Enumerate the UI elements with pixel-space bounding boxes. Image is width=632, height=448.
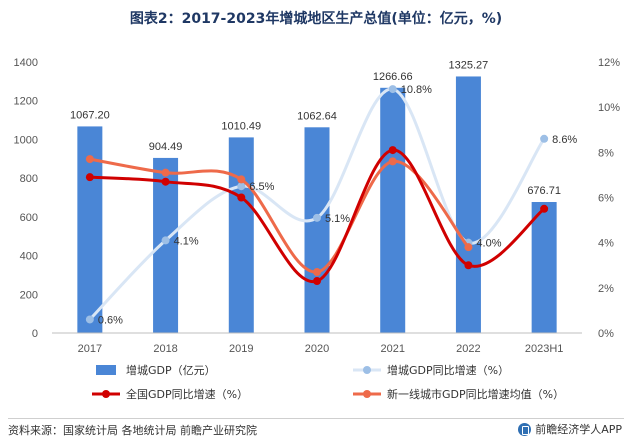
right-tick-label: 2%: [598, 283, 614, 295]
national-growth-point: [85, 173, 94, 182]
tier1-growth-point: [388, 157, 397, 166]
county-growth-point: [540, 134, 549, 143]
source-note: 资料来源：国家统计局 各地统计局 前瞻产业研究院: [8, 424, 257, 437]
footer-divider: [8, 418, 624, 419]
legend-swatch-marker: [363, 390, 371, 398]
legend-label: 增城GDP（亿元）: [126, 363, 216, 377]
national-growth-point: [540, 204, 549, 213]
growth-value-label: 4.0%: [476, 238, 501, 250]
right-tick-label: 0%: [598, 328, 614, 340]
brand: 前瞻经济学人APP: [518, 421, 622, 437]
growth-value-label: 4.1%: [174, 235, 199, 247]
left-tick-label: 1400: [14, 57, 38, 69]
gdp-bars: [77, 76, 557, 334]
legend: 增城GDP（亿元） 增城GDP同比增速（%） 全国GDP同比增速（%） 新一线城市GD…: [92, 363, 564, 401]
x-axis: 2017 2018 2019 2020 2021 2022 2023H1: [52, 332, 582, 355]
data-labels: 1067.20 904.49 1010.49 1062.64 1266.66 1325.2…: [70, 59, 577, 326]
left-tick-label: 400: [20, 251, 38, 263]
left-tick-label: 800: [20, 173, 38, 185]
x-tick-label: 2019: [229, 343, 253, 355]
right-tick-label: 4%: [598, 238, 614, 250]
gdp-bar: [304, 127, 330, 334]
tier1-growth-point: [85, 155, 94, 164]
legend-swatch-marker: [363, 366, 371, 374]
gdp-bar: [531, 202, 557, 333]
county-growth-point: [388, 85, 397, 94]
x-tick-label: 2021: [380, 343, 404, 355]
x-tick-label: 2018: [153, 343, 177, 355]
bar-value-label: 1010.49: [221, 120, 261, 132]
gdp-bar: [153, 157, 179, 333]
legend-swatch-bar: [96, 365, 116, 375]
national-growth-point: [161, 177, 170, 186]
bar-value-label: 1266.66: [373, 71, 413, 83]
chart-title: 图表2：2017-2023年增城地区生产总值(单位：亿元，%): [129, 11, 503, 27]
county-growth-point: [85, 315, 94, 324]
bar-value-label: 676.71: [527, 185, 561, 197]
national-growth-point: [237, 193, 246, 202]
growth-value-label: 10.8%: [401, 84, 432, 96]
right-tick-label: 10%: [598, 102, 620, 114]
x-tick-label: 2023H1: [525, 343, 564, 355]
growth-value-label: 6.5%: [249, 181, 274, 193]
left-tick-label: 200: [20, 289, 38, 301]
gdp-bar: [380, 87, 406, 333]
bar-value-label: 1325.27: [449, 59, 489, 71]
x-tick-label: 2017: [78, 343, 102, 355]
tier1-growth-point: [313, 268, 321, 277]
right-tick-label: 12%: [598, 57, 620, 69]
bar-value-label: 1067.20: [70, 109, 110, 121]
x-tick-label: 2020: [305, 343, 329, 355]
right-tick-label: 8%: [598, 147, 614, 159]
county-growth-point: [161, 236, 170, 245]
gdp-bar: [455, 76, 481, 334]
legend-swatch-marker: [102, 390, 110, 398]
county-growth-point: [237, 182, 246, 191]
tier1-growth-point: [464, 243, 473, 252]
brand-name: 前瞻经济学人APP: [535, 423, 622, 436]
growth-value-label: 8.6%: [552, 134, 577, 146]
bar-value-label: 1062.64: [297, 110, 337, 122]
combo-chart: 0 200 400 600 800 1000 1200 1400 0% 2% 4% 6% 8% 10% 1…: [14, 57, 621, 401]
left-tick-label: 0: [32, 328, 38, 340]
brand-logo-icon: [518, 422, 532, 436]
left-tick-label: 1200: [14, 96, 38, 108]
national-growth-point: [464, 261, 473, 270]
legend-label: 全国GDP同比增速（%）: [126, 387, 248, 401]
right-tick-label: 6%: [598, 193, 614, 205]
bar-value-label: 904.49: [149, 141, 183, 153]
national-growth-point: [388, 146, 397, 155]
county-growth-point: [313, 213, 321, 222]
left-tick-label: 600: [20, 212, 38, 224]
tier1-growth-point: [161, 168, 170, 177]
line-series: [85, 85, 549, 324]
tier1-growth-line: [88, 157, 470, 274]
x-tick-label: 2022: [456, 343, 480, 355]
national-growth-point: [313, 277, 321, 286]
legend-label: 新一线城市GDP同比增速均值（%）: [387, 387, 564, 401]
growth-value-label: 5.1%: [325, 213, 350, 225]
right-axis: 0% 2% 4% 6% 8% 10% 12%: [598, 57, 620, 340]
left-tick-label: 1000: [14, 134, 38, 146]
tier1-growth-point: [237, 175, 246, 184]
legend-label: 增城GDP同比增速（%）: [387, 363, 509, 377]
growth-value-label: 0.6%: [98, 314, 123, 326]
gdp-bar: [228, 137, 254, 333]
left-axis: 0 200 400 600 800 1000 1200 1400: [14, 57, 38, 340]
